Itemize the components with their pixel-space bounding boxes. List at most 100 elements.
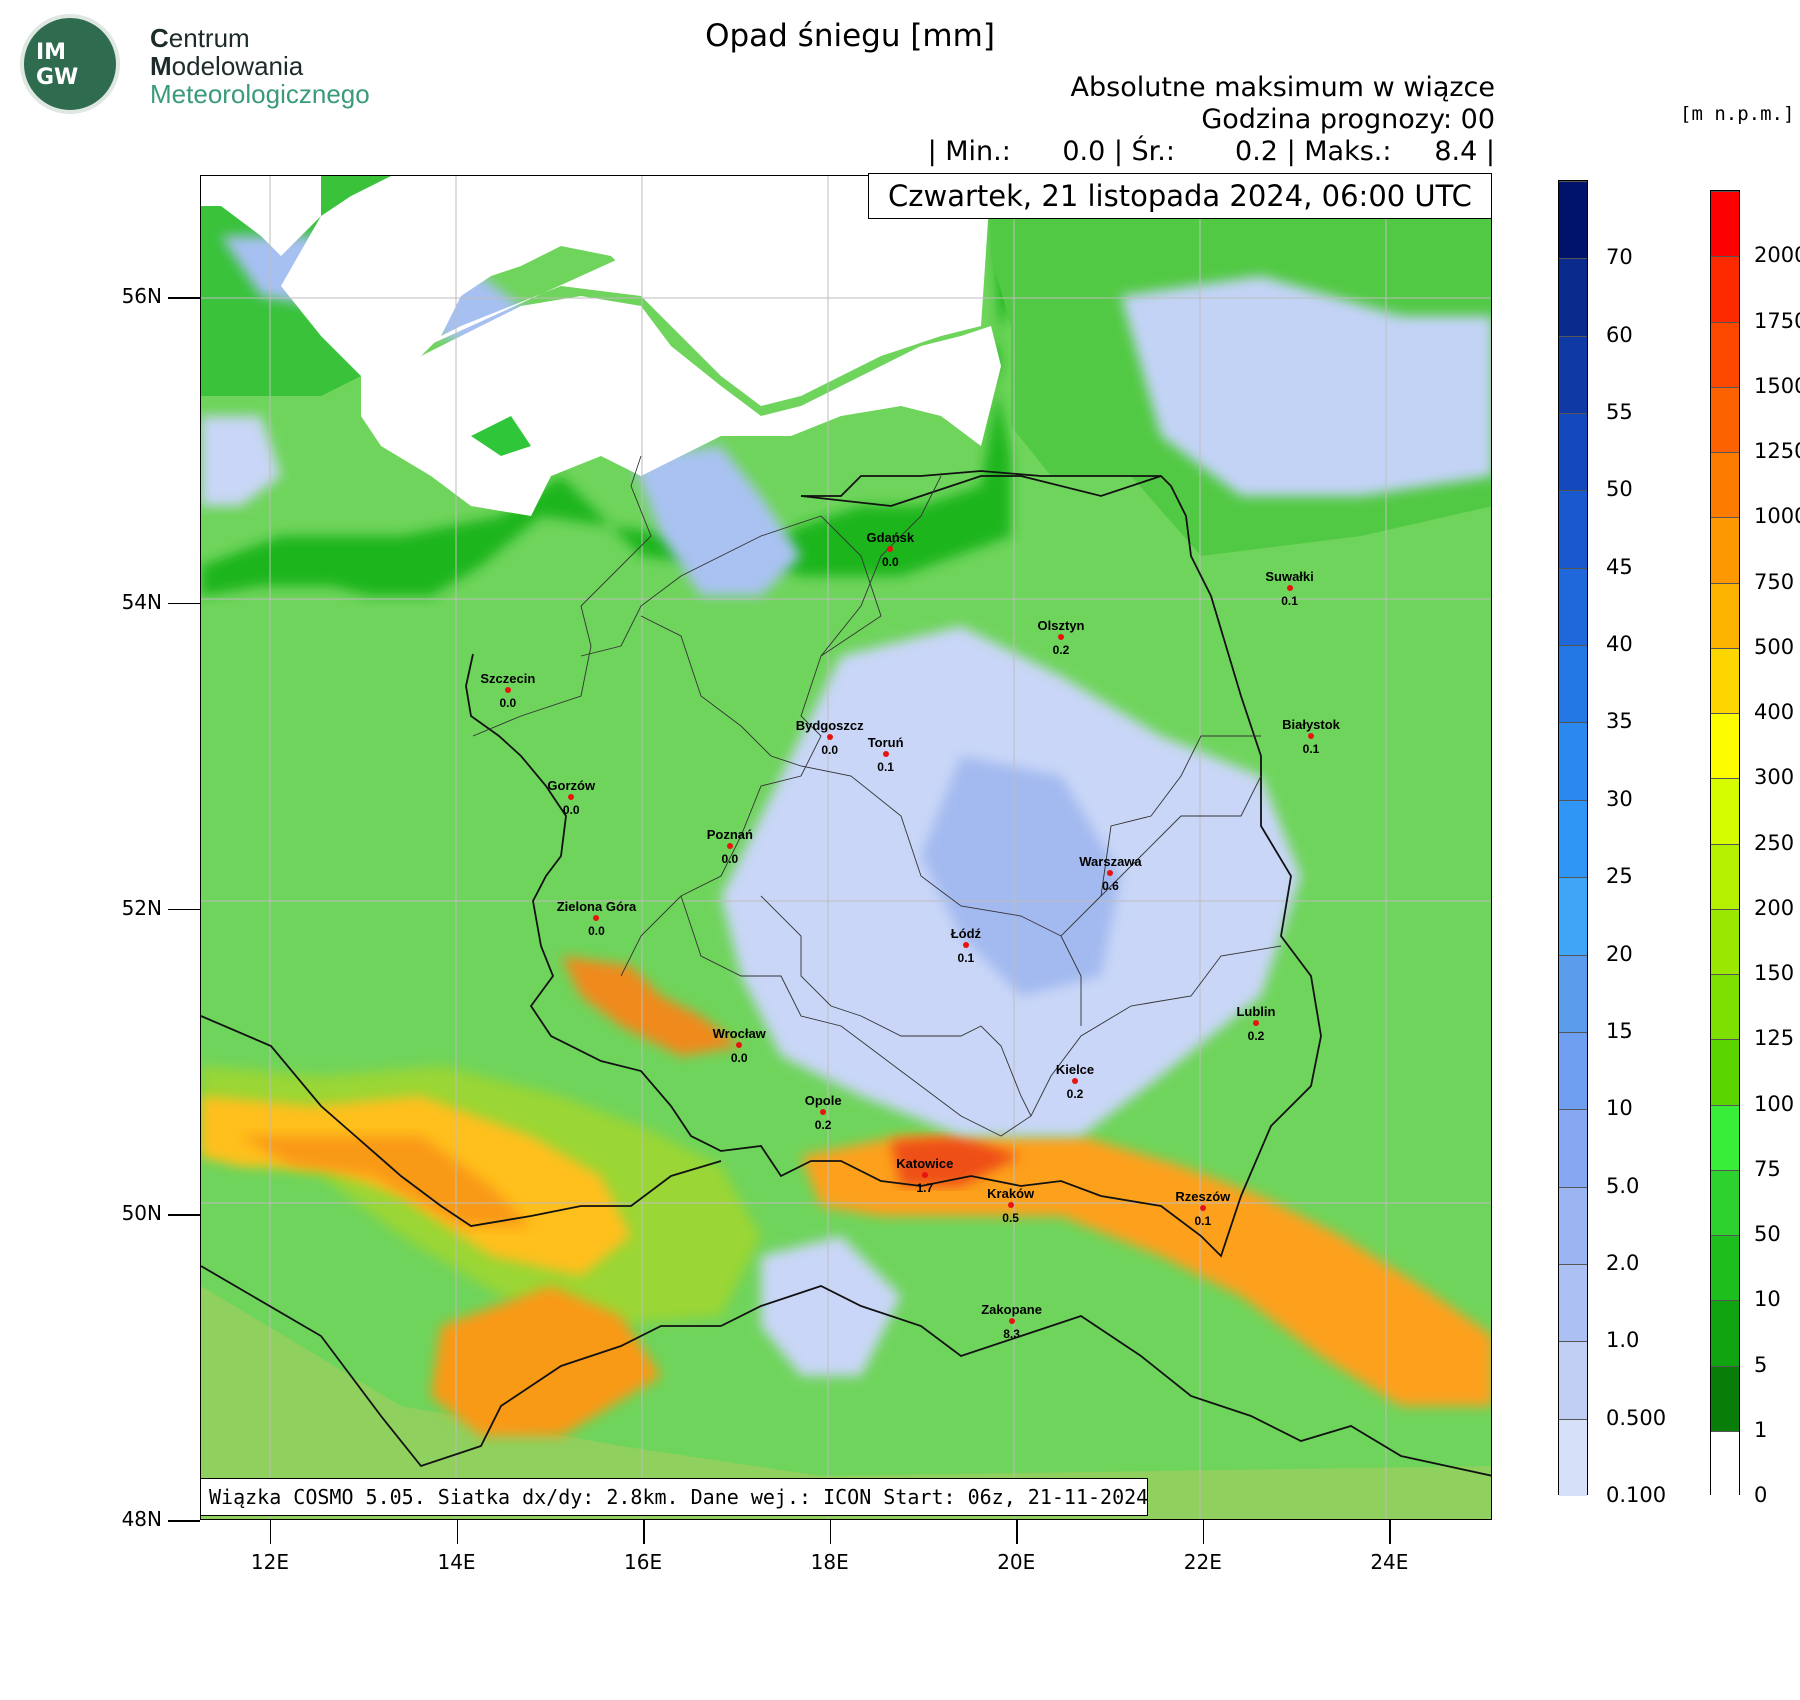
city-dot [1199, 1205, 1206, 1212]
colorbar-label: 10 [1754, 1287, 1781, 1312]
city-dot [820, 1108, 827, 1115]
colorbar-label: 400 [1754, 700, 1795, 724]
colorbar-label: 1500 [1754, 373, 1800, 398]
colorbar-segment [1711, 452, 1739, 518]
lat-tick-label: 54N [121, 589, 162, 614]
city-name: Toruń [867, 735, 904, 751]
country-borders [201, 470, 1491, 1477]
lon-tick-label: 18E [810, 1550, 849, 1574]
colorbar-segment [1711, 1104, 1739, 1170]
colorbar-label: 250 [1754, 830, 1795, 855]
colorbar-label: 20 [1606, 941, 1633, 966]
colorbar-segment [1559, 1418, 1587, 1496]
imgw-logo: IM GW Centrum Modelowania Meteorologiczn… [10, 10, 382, 114]
colorbar-segment [1711, 647, 1739, 713]
city-dot [1072, 1078, 1078, 1085]
city-dot [568, 794, 575, 801]
lon-tick-label: 12E [250, 1550, 289, 1574]
lon-tick-label: 24E [1370, 1550, 1409, 1574]
lon-tick-mark [1202, 1520, 1205, 1544]
city-snow-value: 1.7 [916, 1180, 934, 1195]
colorbar-segment [1559, 181, 1587, 259]
lon-tick-label: 20E [997, 1550, 1036, 1574]
colorbar-segment [1711, 582, 1739, 648]
valid-date-label: Czwartek, 21 listopada 2024, 06:00 UTC [868, 173, 1492, 219]
colorbar-label: 0.500 [1606, 1405, 1667, 1430]
colorbar-segment [1559, 1109, 1587, 1187]
lat-tick-mark [168, 602, 200, 605]
colorbar-segment [1711, 908, 1739, 974]
city-name: Gdańsk [866, 530, 915, 546]
city-name: Poznań [706, 826, 753, 842]
model-info-footer: Wiązka COSMO 5.05. Siatka dx/dy: 2.8km. … [200, 1478, 1148, 1516]
colorbar-label: 2000 [1754, 243, 1800, 268]
lon-tick-label: 16E [624, 1550, 663, 1574]
colorbar-label: 750 [1754, 569, 1795, 594]
city-name: Lublin [1236, 1004, 1276, 1020]
colorbar-segment [1559, 645, 1587, 723]
colorbar-label: 50 [1606, 477, 1633, 502]
colorbar-segment [1711, 1235, 1739, 1301]
colorbar-label: 125 [1754, 1026, 1795, 1051]
city-name: Katowice [896, 1155, 954, 1171]
city-dot [593, 914, 600, 921]
lon-tick-label: 22E [1183, 1550, 1222, 1574]
colorbar-segment [1559, 799, 1587, 878]
lat-tick-label: 56N [121, 284, 162, 309]
colorbar-segment [1559, 1031, 1587, 1110]
colorbar-segment [1711, 1430, 1739, 1496]
lon-tick-mark [269, 1520, 272, 1544]
colorbar-label: 5 [1754, 1352, 1768, 1377]
lat-tick-label: 48N [121, 1507, 162, 1531]
city-snow-value: 0.1 [957, 951, 975, 966]
colorbar-label: 1 [1754, 1417, 1768, 1442]
stats-line: | Min.: 0.0 | Śr.: 0.2 | Maks.: 8.4 | [927, 136, 1495, 167]
city-snow-value: 0.1 [877, 760, 894, 775]
colorbar-label: 2.0 [1606, 1250, 1640, 1275]
terrain-colorbar [1710, 190, 1740, 1496]
colorbar-segment [1711, 517, 1739, 583]
city-snow-value: 0.6 [1102, 879, 1119, 894]
city-name: Białystok [1282, 716, 1340, 732]
city-dot [921, 1171, 928, 1178]
city-snow-value: 0.0 [562, 803, 580, 818]
map-title: Opad śniegu [mm] [705, 18, 995, 54]
emblem-text: IM GW [36, 40, 79, 90]
city-name: Łódź [950, 926, 982, 942]
colorbar-label: 50 [1754, 1222, 1781, 1246]
city-dot [1008, 1318, 1015, 1325]
colorbar-segment [1559, 413, 1587, 491]
city-snow-value: 0.2 [814, 1117, 832, 1132]
city-dot [726, 842, 733, 849]
city-snow-value: 0.0 [499, 696, 517, 711]
colorbar-segment [1711, 1169, 1739, 1235]
colorbar-label: 10 [1606, 1096, 1633, 1121]
lat-tick-mark [168, 1214, 200, 1216]
city-dot [882, 751, 889, 758]
colorbar-segment [1711, 1365, 1739, 1431]
lat-tick-mark [168, 1520, 200, 1522]
colorbar-segment [1711, 843, 1739, 909]
city-name: Kraków [987, 1186, 1035, 1202]
colorbar-segment [1711, 974, 1739, 1040]
city-name: Warszawa [1079, 854, 1142, 870]
colorbar-segment [1559, 258, 1587, 336]
colorbar-label: 55 [1606, 400, 1633, 425]
city-dot [504, 687, 511, 694]
colorbar-segment [1711, 1300, 1739, 1366]
city-snow-value: 0.2 [1247, 1029, 1265, 1044]
city-dot [1308, 732, 1315, 739]
city-snow-value: 0.1 [1281, 593, 1298, 608]
city-name: Olsztyn [1037, 617, 1085, 633]
lon-tick-mark [829, 1520, 832, 1544]
subtitle-line2: Godzina prognozy: 00 [1201, 104, 1495, 135]
city-snow-value: 0.0 [881, 555, 899, 570]
colorbar-label: 35 [1606, 709, 1633, 734]
baltic-sea-west [281, 176, 761, 376]
colorbar-label: 500 [1754, 634, 1795, 659]
subtitle-line1: Absolutne maksimum w wiązce [1070, 72, 1495, 103]
city-snow-value: 0.0 [821, 743, 839, 758]
colorbar-segment [1711, 386, 1739, 452]
lon-tick-mark [643, 1520, 645, 1544]
coastal-lowland [201, 176, 1491, 596]
